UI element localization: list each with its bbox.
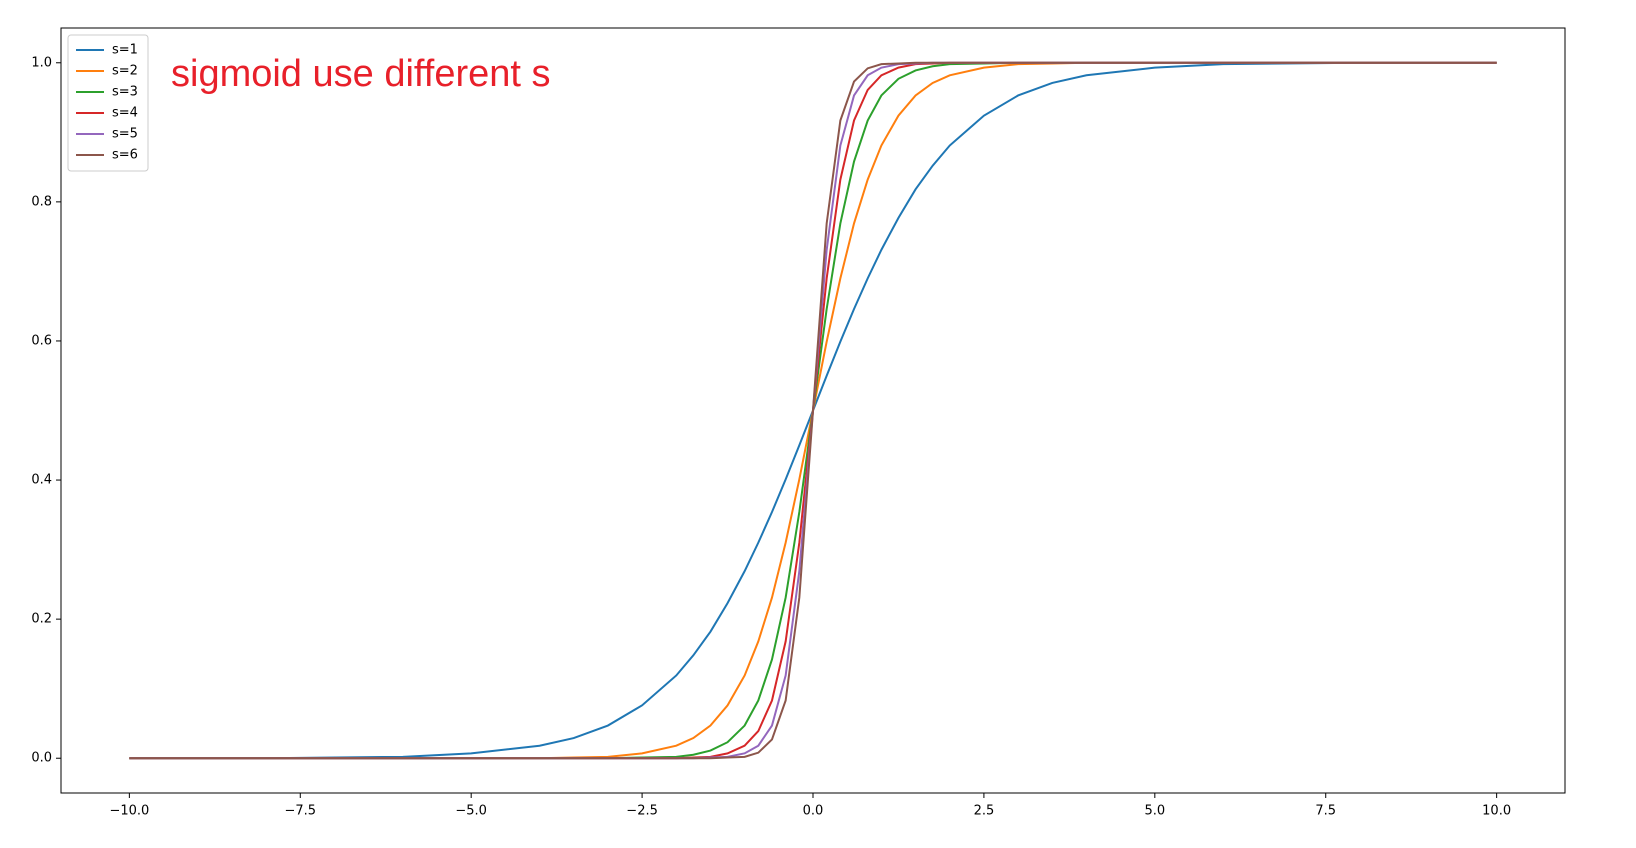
series-line — [129, 61, 1497, 760]
x-tick-label: −5.0 — [455, 804, 487, 819]
y-tick-label: 0.2 — [31, 612, 52, 627]
legend-label: s=1 — [112, 43, 138, 58]
annotation: sigmoid use different s — [171, 53, 551, 95]
legend: s=1 s=2 s=3 s=4 s=5 s=6 — [67, 34, 149, 172]
legend-label: s=2 — [112, 64, 138, 79]
y-tick-label: 0.6 — [31, 333, 52, 348]
x-tick-label: 0.0 — [803, 804, 824, 819]
y-tick-label: 1.0 — [31, 55, 52, 70]
y-tick-label: 0.8 — [31, 194, 52, 209]
legend-label: s=3 — [112, 85, 138, 100]
legend-label: s=4 — [112, 106, 138, 121]
x-tick-label: −2.5 — [626, 804, 658, 819]
x-tick-label: 10.0 — [1482, 804, 1511, 819]
x-tick-label: −7.5 — [284, 804, 316, 819]
x-tick-label: 5.0 — [1144, 804, 1165, 819]
x-tick-label: 7.5 — [1315, 804, 1336, 819]
y-tick-label: 0.0 — [31, 751, 52, 766]
x-tick-label: −10.0 — [109, 804, 149, 819]
y-tick-label: 0.4 — [31, 473, 52, 488]
legend-label: s=6 — [112, 148, 138, 163]
legend-box — [67, 34, 149, 172]
legend-label: s=5 — [112, 127, 138, 142]
x-tick-label: 2.5 — [974, 804, 995, 819]
